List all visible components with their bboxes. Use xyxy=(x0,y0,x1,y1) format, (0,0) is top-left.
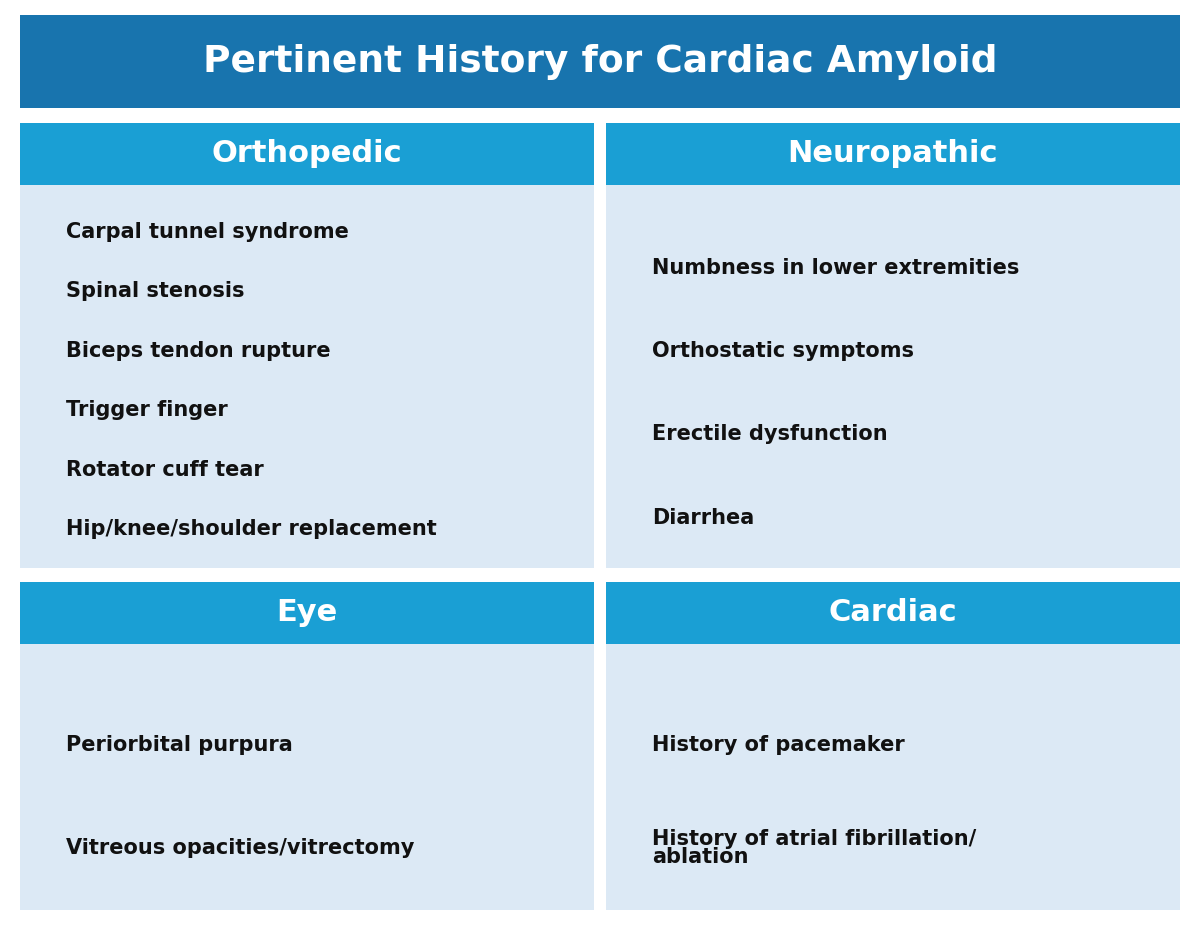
Text: Periorbital purpura: Periorbital purpura xyxy=(66,734,293,755)
Text: Diarrhea: Diarrhea xyxy=(652,508,755,527)
Text: Neuropathic: Neuropathic xyxy=(787,140,998,168)
Text: Vitreous opacities/vitrectomy: Vitreous opacities/vitrectomy xyxy=(66,838,414,858)
Text: Carpal tunnel syndrome: Carpal tunnel syndrome xyxy=(66,222,349,241)
Text: Orthostatic symptoms: Orthostatic symptoms xyxy=(652,341,914,361)
Text: Erectile dysfunction: Erectile dysfunction xyxy=(652,425,888,444)
Text: Pertinent History for Cardiac Amyloid: Pertinent History for Cardiac Amyloid xyxy=(203,43,997,80)
Text: Biceps tendon rupture: Biceps tendon rupture xyxy=(66,340,331,361)
Text: Orthopedic: Orthopedic xyxy=(211,140,402,168)
Text: Spinal stenosis: Spinal stenosis xyxy=(66,281,245,302)
Text: ablation: ablation xyxy=(652,847,749,867)
Text: Numbness in lower extremities: Numbness in lower extremities xyxy=(652,258,1019,278)
Text: History of atrial fibrillation/: History of atrial fibrillation/ xyxy=(652,829,977,849)
Text: Cardiac: Cardiac xyxy=(829,598,958,627)
Text: Trigger finger: Trigger finger xyxy=(66,400,228,420)
Text: Rotator cuff tear: Rotator cuff tear xyxy=(66,460,264,479)
Text: Hip/knee/shoulder replacement: Hip/knee/shoulder replacement xyxy=(66,519,437,539)
Text: History of pacemaker: History of pacemaker xyxy=(652,734,905,755)
Text: Eye: Eye xyxy=(276,598,337,627)
